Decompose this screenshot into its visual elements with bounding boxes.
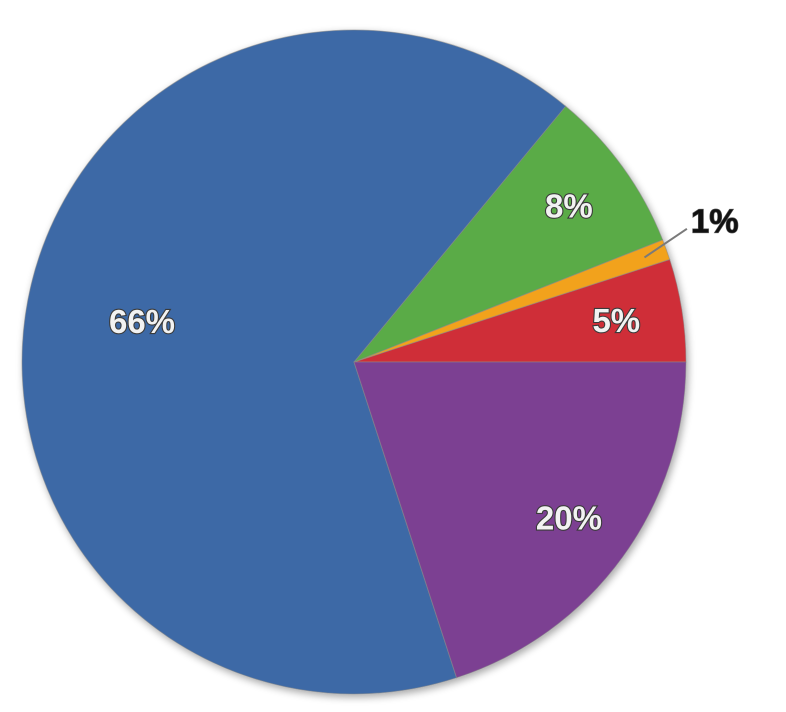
slice-label-20pct: 20% bbox=[536, 500, 602, 537]
slice-label-5pct: 5% bbox=[592, 302, 640, 339]
pie-slice-20pct bbox=[353, 361, 687, 679]
pie-slice-8pct bbox=[353, 105, 664, 363]
slice-label-8pct: 8% bbox=[545, 187, 593, 224]
slice-label-1pct: 1% bbox=[691, 202, 739, 239]
slice-label-66pct: 66% bbox=[109, 303, 175, 340]
pie-labels: 5% 1% 8% 66% 20% bbox=[108, 186, 739, 537]
pie-slice-66pct bbox=[21, 29, 567, 695]
pie-slices bbox=[21, 29, 687, 695]
leader-line bbox=[643, 227, 688, 259]
